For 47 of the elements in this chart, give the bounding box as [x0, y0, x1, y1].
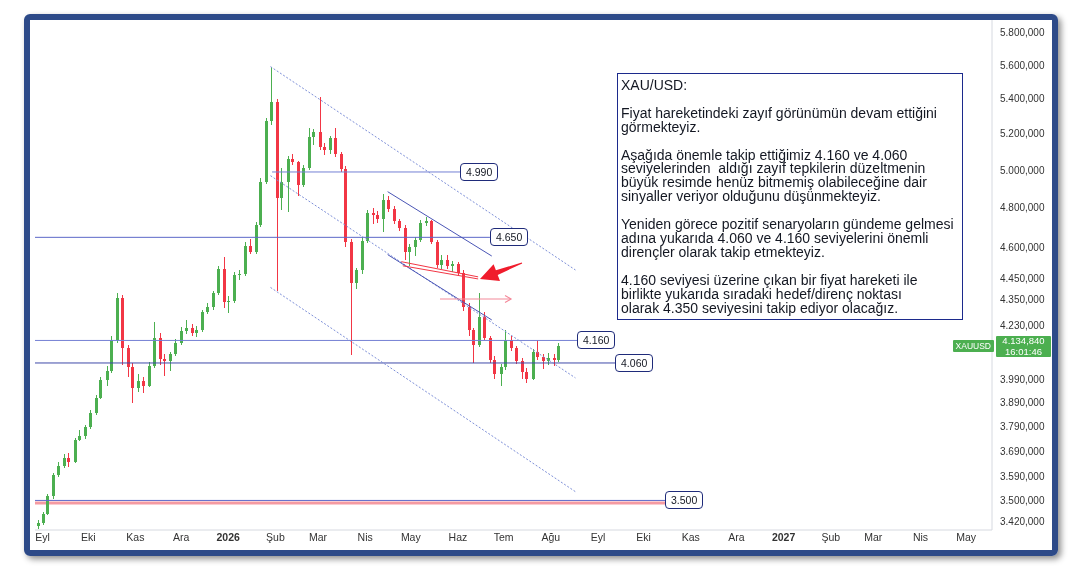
- y-tick-label: 4.600,000: [1000, 241, 1045, 253]
- x-tick-label: Eyl: [590, 531, 606, 543]
- x-tick-label: Kas: [126, 531, 145, 543]
- x-tick-label: Mar: [308, 531, 328, 543]
- x-tick-label: May: [956, 531, 977, 543]
- x-tick-label: Eki: [80, 531, 96, 543]
- y-tick-label: 4.350,000: [1000, 293, 1045, 305]
- x-tick-label: Nis: [357, 531, 373, 543]
- y-tick-label: 3.690,000: [1000, 446, 1045, 458]
- x-tick-label: 2026: [216, 531, 241, 543]
- y-tick-label: 5.000,000: [1000, 164, 1045, 176]
- x-tick-label: Ara: [728, 531, 745, 543]
- x-tick-label: 2027: [771, 531, 796, 543]
- y-tick-label: 4.230,000: [1000, 319, 1045, 331]
- x-tick-label: Tem: [493, 531, 514, 543]
- x-tick-label: Eyl: [35, 531, 50, 543]
- x-tick-label: Mar: [864, 531, 883, 543]
- y-tick-label: 3.500,000: [1000, 494, 1045, 506]
- x-tick-label: Şub: [266, 531, 285, 543]
- ref-line-label: 4.990: [460, 162, 499, 181]
- y-tick-label: 3.790,000: [1000, 421, 1045, 433]
- ref-line-label: 4.650: [489, 228, 529, 247]
- text: 4.134,840: [1001, 335, 1046, 347]
- y-tick-label: 3.990,000: [1000, 373, 1045, 385]
- ref-line-label: 3.500: [664, 491, 704, 510]
- y-tick-label: 5.400,000: [1000, 93, 1045, 105]
- x-tick-label: Eki: [636, 531, 651, 543]
- y-tick-label: 5.800,000: [1000, 27, 1045, 39]
- text: XAU/USD: Fiyat hareketindeki zayıf görünümün devam ettiğini görmekteyiz. Aşağıda önemle takip ettiğimiz 4.160 ve 4.060 seviyelerinden aldığı zayıf tepkilerin düzeltmenin büyük resimde henüz bitmemiş olabileceğine dair sinyaller veriyor olduğunu düşünmekteyiz. Yeniden görece pozitif senaryoların gündeme gelmesi adına yukarıda 4.060 ve 4.160 seviyelerini önemli dirençler olarak takip etmekteyiz. 4.160 seviyesi üzerine çıkan bir fiyat hareketi ile birlikte yukarıda sıradaki hedef/direnç noktası olarak 4.350 seviyesini takip ediyor olacağız.: [621, 77, 954, 316]
- x-tick-label: Ağu: [541, 531, 561, 543]
- y-tick-label: 4.450,000: [1000, 272, 1045, 284]
- y-tick-label: 3.590,000: [1000, 471, 1045, 483]
- x-tick-label: Kas: [681, 531, 700, 543]
- x-tick-label: Ara: [172, 531, 190, 543]
- x-tick-label: Şub: [821, 531, 841, 543]
- text: 16:01:46: [1004, 345, 1043, 358]
- y-tick-label: 3.420,000: [1000, 516, 1045, 528]
- x-tick-label: May: [400, 531, 422, 543]
- ref-line-label: 4.060: [615, 353, 654, 372]
- annotation: XAUUSD: [952, 340, 994, 353]
- x-tick-label: Haz: [448, 531, 468, 543]
- ref-line-label: 4.160: [577, 331, 616, 350]
- y-tick-label: 5.600,000: [1000, 59, 1045, 71]
- y-tick-label: 4.800,000: [1000, 202, 1045, 214]
- y-tick-label: 3.890,000: [1000, 397, 1045, 409]
- y-tick-label: 5.200,000: [1000, 128, 1045, 140]
- x-tick-label: Nis: [912, 531, 929, 543]
